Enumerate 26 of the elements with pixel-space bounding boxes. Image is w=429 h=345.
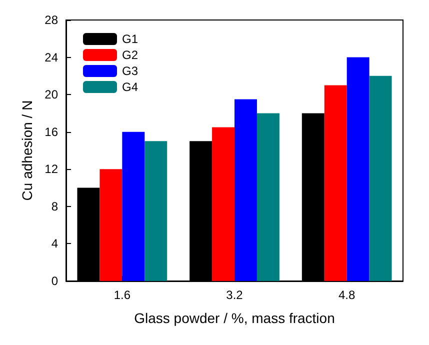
bar (212, 127, 234, 281)
legend-label: G3 (122, 64, 138, 78)
bar (256, 113, 280, 281)
y-tick-label: 0 (51, 274, 58, 288)
x-tick-label: 4.8 (338, 288, 356, 302)
x-axis-title: Glass powder / %, mass fraction (134, 310, 335, 326)
bar (324, 85, 347, 281)
bar (144, 141, 168, 281)
bar (122, 132, 145, 281)
legend-label: G4 (122, 80, 138, 94)
y-tick-label: 4 (51, 236, 58, 251)
legend-label: G1 (122, 32, 138, 46)
x-tick-label: 3.2 (226, 288, 244, 302)
bar (234, 99, 257, 281)
bar (369, 76, 392, 281)
y-tick-label: 12 (44, 162, 58, 176)
y-tick-label: 8 (51, 199, 58, 214)
bar (346, 57, 370, 281)
y-tick-label: 28 (44, 13, 58, 27)
x-tick-label: 1.6 (114, 288, 131, 302)
y-axis-title: Cu adhesion / N (18, 100, 35, 201)
y-tick-label: 24 (44, 50, 58, 64)
legend-label: G2 (122, 48, 138, 62)
y-tick-label: 16 (44, 124, 58, 139)
y-tick-label: 20 (44, 88, 58, 102)
bar (100, 169, 122, 281)
